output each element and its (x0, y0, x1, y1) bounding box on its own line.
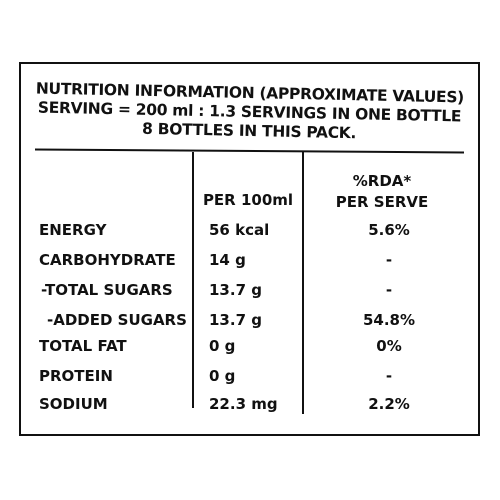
nutrient-name: SODIUM (39, 395, 108, 413)
rda-value: - (385, 367, 393, 385)
rda-value: - (385, 281, 393, 299)
nutrient-name: -TOTAL SUGARS (41, 281, 173, 299)
column-header-rda-line1: %RDA* (352, 172, 412, 190)
table-row: ENERGY 56 kcal 5.6% (39, 216, 469, 244)
table-row: SODIUM 22.3 mg 2.2% (39, 390, 469, 418)
nutrient-name: TOTAL FAT (39, 337, 127, 355)
table-row: PROTEIN 0 g - (39, 362, 469, 390)
nutrient-name: ENERGY (39, 221, 107, 239)
rda-value: 2.2% (368, 395, 410, 413)
per-100ml-value: 13.7 g (209, 311, 262, 329)
header-divider (34, 148, 465, 154)
column-divider-1 (192, 152, 194, 408)
column-divider-2 (302, 152, 304, 414)
column-header-rda: %RDA* PER SERVE (307, 171, 457, 213)
per-100ml-value: 56 kcal (209, 221, 270, 239)
per-100ml-value: 22.3 mg (209, 395, 278, 413)
rda-value: 0% (376, 337, 402, 355)
rda-value: 5.6% (368, 221, 410, 239)
table-row: -TOTAL SUGARS 13.7 g - (39, 276, 469, 304)
nutrient-name: -ADDED SUGARS (47, 311, 187, 329)
table-row: TOTAL FAT 0 g 0% (39, 332, 469, 360)
column-header-rda-line2: PER SERVE (335, 193, 429, 211)
per-100ml-value: 0 g (209, 367, 236, 385)
nutrient-name: CARBOHYDRATE (39, 251, 176, 269)
column-header-per-100ml: PER 100ml (202, 191, 294, 209)
table-row: CARBOHYDRATE 14 g - (39, 246, 469, 274)
label-header: NUTRITION INFORMATION (APPROXIMATE VALUE… (20, 79, 478, 146)
nutrition-label: NUTRITION INFORMATION (APPROXIMATE VALUE… (19, 62, 480, 436)
rda-value: 54.8% (362, 311, 416, 329)
per-100ml-value: 14 g (209, 251, 246, 269)
table-row: -ADDED SUGARS 13.7 g 54.8% (39, 306, 469, 334)
per-100ml-value: 13.7 g (209, 281, 262, 299)
nutrient-name: PROTEIN (39, 367, 113, 385)
per-100ml-value: 0 g (209, 337, 236, 355)
rda-value: - (385, 251, 393, 269)
